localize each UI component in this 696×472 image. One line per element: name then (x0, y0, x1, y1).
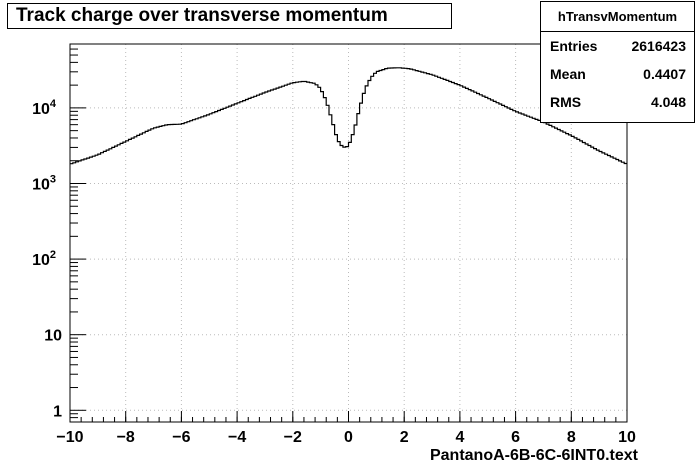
x-tick-label: 2 (400, 429, 409, 446)
y-tick-label: 1 (53, 403, 62, 420)
stats-entries-row: Entries 2616423 (541, 32, 694, 60)
x-tick-label: −10 (56, 429, 83, 446)
x-tick-label: 4 (455, 429, 464, 446)
x-tick-label: −2 (284, 429, 302, 446)
x-tick-label: −4 (228, 429, 246, 446)
stats-mean-value: 0.4407 (643, 66, 686, 82)
stats-entries-label: Entries (550, 38, 598, 54)
stats-rms-row: RMS 4.048 (541, 88, 694, 116)
y-axis-ticks: 1 10 102 103 104 (32, 43, 86, 423)
grid-lines (70, 44, 627, 422)
stats-entries-value: 2616423 (631, 38, 686, 54)
x-tick-label: 8 (567, 429, 576, 446)
stats-histogram-name: hTransvMomentum (541, 2, 694, 32)
x-axis-ticks: −10 −8 −6 −4 −2 0 2 4 6 8 10 (56, 411, 636, 446)
x-tick-label: −8 (117, 429, 135, 446)
y-tick-label: 103 (32, 173, 56, 193)
stats-rms-label: RMS (550, 94, 582, 110)
y-tick-label: 102 (32, 249, 56, 269)
stats-box: hTransvMomentum Entries 2616423 Mean 0.4… (540, 1, 695, 123)
x-tick-label: −6 (172, 429, 190, 446)
x-axis-title: PantanoA-6B-6C-6INT0.text (429, 447, 638, 464)
stats-mean-label: Mean (550, 66, 586, 82)
stats-rms-value: 4.048 (650, 94, 686, 110)
y-tick-label: 104 (32, 98, 57, 118)
x-tick-label: 10 (618, 429, 636, 446)
y-tick-label: 10 (44, 328, 62, 345)
chart-title: Track charge over transverse momentum (7, 3, 452, 29)
x-tick-label: 0 (344, 429, 353, 446)
x-tick-label: 6 (511, 429, 520, 446)
histogram-line (70, 67, 627, 165)
stats-mean-row: Mean 0.4407 (541, 60, 694, 88)
